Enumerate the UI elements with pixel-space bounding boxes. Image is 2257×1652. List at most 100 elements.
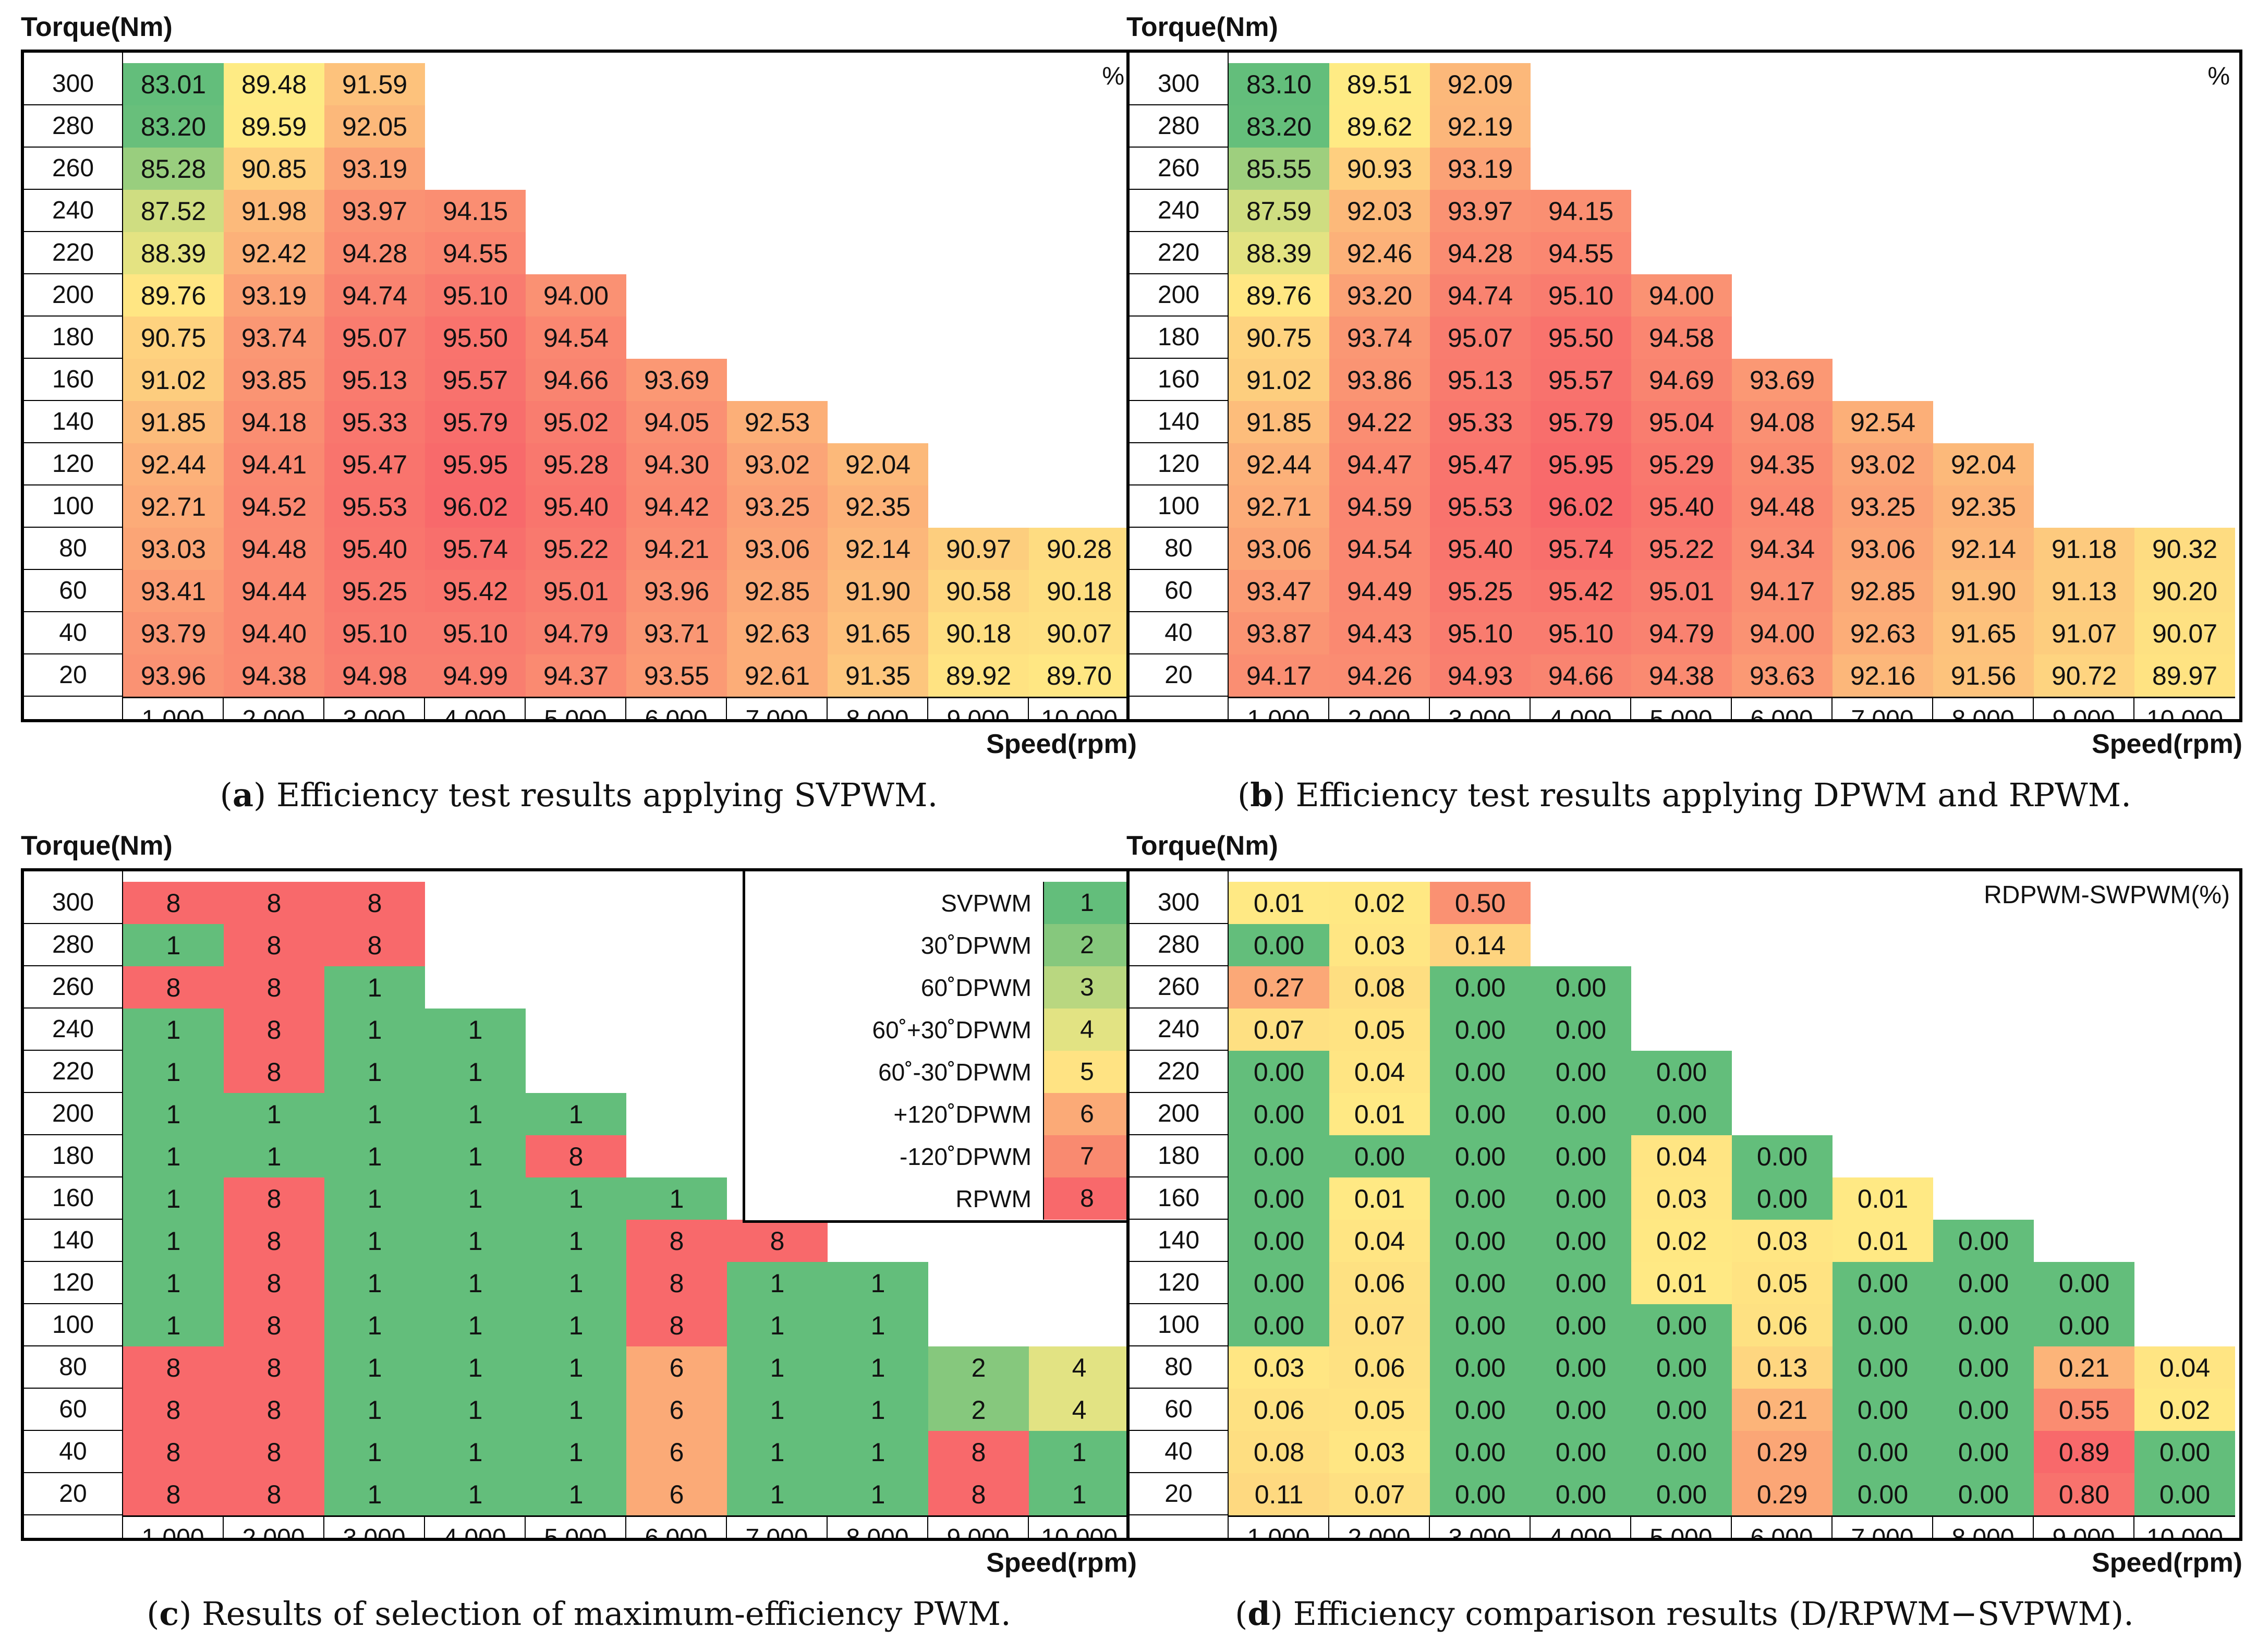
heatmap-cell: 1 bbox=[425, 1262, 526, 1304]
heatmap-cell: 89.51 bbox=[1329, 63, 1430, 105]
heatmap-cell: 91.59 bbox=[324, 63, 425, 105]
heatmap-cell: 0.05 bbox=[1329, 1009, 1430, 1051]
heatmap-cell: 1 bbox=[526, 1346, 626, 1389]
heatmap-cell: 0.01 bbox=[1229, 882, 1329, 924]
heatmap-cell: 94.66 bbox=[526, 359, 626, 401]
y-tick-label: 180 bbox=[1130, 317, 1229, 359]
heatmap-cell: 95.13 bbox=[324, 359, 425, 401]
legend-label: 60˚+30˚DPWM bbox=[745, 1009, 1044, 1051]
heatmap-cell: 4 bbox=[1029, 1346, 1130, 1389]
y-tick-label: 300 bbox=[24, 63, 123, 105]
y-axis-title: Torque(Nm) bbox=[21, 12, 173, 42]
heatmap-cell: 0.01 bbox=[1329, 1177, 1430, 1220]
heatmap-cell: 1 bbox=[828, 1431, 928, 1473]
heatmap-cell: 92.44 bbox=[1229, 443, 1329, 485]
heatmap-cell: 1 bbox=[1029, 1431, 1130, 1473]
y-tick-label: 200 bbox=[1130, 1093, 1229, 1135]
heatmap-cell: 95.42 bbox=[425, 570, 526, 612]
heatmap-cell: 8 bbox=[626, 1220, 727, 1262]
y-tick-label: 40 bbox=[24, 1431, 123, 1473]
heatmap-cell: 1 bbox=[324, 966, 425, 1009]
heatmap-cell: 6 bbox=[626, 1473, 727, 1515]
heatmap-cell: 92.03 bbox=[1329, 190, 1430, 232]
heatmap-cell: 0.00 bbox=[1631, 1051, 1732, 1093]
axis-corner-blank bbox=[1130, 1515, 1229, 1538]
y-tick-label: 120 bbox=[1130, 1262, 1229, 1304]
x-tick-label: 10,000 bbox=[1029, 1515, 1130, 1538]
heatmap-cell: 0.06 bbox=[1732, 1304, 1833, 1346]
heatmap-cell: 1 bbox=[526, 1304, 626, 1346]
heatmap-cell: 93.06 bbox=[727, 528, 828, 570]
heatmap-cell: 94.28 bbox=[1430, 232, 1531, 274]
heatmap-cell: 93.19 bbox=[1430, 148, 1531, 190]
heatmap-cell: 8 bbox=[224, 1389, 324, 1431]
heatmap-cell: 91.90 bbox=[1933, 570, 2034, 612]
heatmap-cell: 0.00 bbox=[1430, 1473, 1531, 1515]
heatmap-cell: 0.29 bbox=[1732, 1473, 1833, 1515]
heatmap-cell: 95.40 bbox=[324, 528, 425, 570]
heatmap-cell: 83.01 bbox=[123, 63, 224, 105]
heatmap-cell: 8 bbox=[224, 882, 324, 924]
heatmap-cell: 93.02 bbox=[1833, 443, 1933, 485]
heatmap-cell: 1 bbox=[526, 1093, 626, 1135]
heatmap-cell: 1 bbox=[425, 1431, 526, 1473]
heatmap-cell: 0.00 bbox=[1933, 1304, 2034, 1346]
y-tick-label: 80 bbox=[1130, 528, 1229, 570]
heatmap-cell: 0.03 bbox=[1631, 1177, 1732, 1220]
caption: (b) Efficiency test results applying DPW… bbox=[1237, 776, 2131, 814]
heatmap-cell: 0.00 bbox=[1430, 1304, 1531, 1346]
heatmap-cell: 91.02 bbox=[123, 359, 224, 401]
heatmap-cell: 0.00 bbox=[1531, 1009, 1631, 1051]
heatmap-cell: 8 bbox=[123, 1389, 224, 1431]
axis-spacer bbox=[24, 871, 123, 882]
heatmap-cell: 94.79 bbox=[1631, 612, 1732, 654]
heatmap-cell: 8 bbox=[526, 1135, 626, 1177]
heatmap-cell: 94.05 bbox=[626, 401, 727, 443]
heatmap-cell: 0.04 bbox=[2134, 1346, 2235, 1389]
y-tick-label: 300 bbox=[1130, 63, 1229, 105]
heatmap-cell: 90.75 bbox=[123, 317, 224, 359]
heatmap-cell: 0.00 bbox=[1430, 966, 1531, 1009]
heatmap-cell: 8 bbox=[224, 924, 324, 966]
heatmap-cell: 94.15 bbox=[425, 190, 526, 232]
heatmap-cell: 89.62 bbox=[1329, 105, 1430, 148]
heatmap-cell: 0.00 bbox=[1531, 1389, 1631, 1431]
heatmap-cell: 0.00 bbox=[1430, 1177, 1531, 1220]
heatmap-cell: 8 bbox=[324, 882, 425, 924]
panel-b-dpwm-rpwm-efficiency: Torque(Nm) % 300 280 260 240 220 200 180 160 140… bbox=[1126, 8, 2242, 827]
caption-text: Efficiency test results applying SVPWM. bbox=[276, 776, 938, 814]
x-tick-label: 8,000 bbox=[828, 697, 928, 719]
axis-corner-blank bbox=[24, 1515, 123, 1538]
heatmap-cell: 94.43 bbox=[1329, 612, 1430, 654]
heatmap-cell: 83.20 bbox=[123, 105, 224, 148]
legend-swatch: 6 bbox=[1044, 1093, 1130, 1135]
heatmap-cell: 8 bbox=[324, 924, 425, 966]
heatmap-cell: 0.00 bbox=[1833, 1262, 1933, 1304]
heatmap-cell: 93.85 bbox=[224, 359, 324, 401]
heatmap-cell: 1 bbox=[224, 1093, 324, 1135]
heatmap-cell: 0.00 bbox=[1833, 1431, 1933, 1473]
x-tick-label: 2,000 bbox=[1329, 697, 1430, 719]
heatmap-cell: 89.97 bbox=[2134, 654, 2235, 697]
heatmap-cell: 94.18 bbox=[224, 401, 324, 443]
heatmap-cell: 95.79 bbox=[1531, 401, 1631, 443]
x-axis-title: Speed(rpm) bbox=[2092, 729, 2242, 759]
heatmap-cell: 95.01 bbox=[1631, 570, 1732, 612]
heatmap-cell: 0.05 bbox=[1732, 1262, 1833, 1304]
heatmap-cell: 1 bbox=[727, 1304, 828, 1346]
heatmap-cell: 94.40 bbox=[224, 612, 324, 654]
heatmap-cell: 0.00 bbox=[1933, 1389, 2034, 1431]
x-tick-label: 3,000 bbox=[1430, 1515, 1531, 1538]
heatmap-cell: 0.03 bbox=[1329, 1431, 1430, 1473]
heatmap-cell: 0.00 bbox=[1229, 1220, 1329, 1262]
axis-corner-blank bbox=[1130, 697, 1229, 719]
heatmap-cell: 95.10 bbox=[425, 274, 526, 317]
heatmap-cell: 1 bbox=[727, 1262, 828, 1304]
heatmap-cell: 93.47 bbox=[1229, 570, 1329, 612]
y-tick-label: 240 bbox=[1130, 190, 1229, 232]
heatmap-cell: 0.00 bbox=[1229, 1051, 1329, 1093]
heatmap-cell: 1 bbox=[425, 1473, 526, 1515]
axis-spacer bbox=[1130, 871, 1229, 882]
y-tick-label: 300 bbox=[24, 882, 123, 924]
heatmap-cell: 1 bbox=[324, 1093, 425, 1135]
